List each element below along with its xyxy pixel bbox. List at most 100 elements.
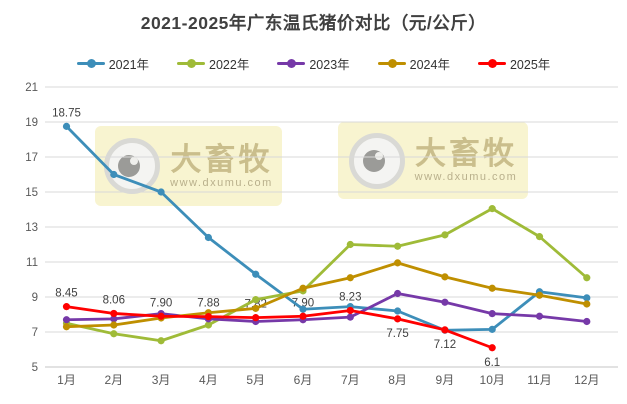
point-2025年-6月 (299, 312, 307, 320)
point-2024年-7月 (346, 274, 354, 282)
x-tick-3月: 3月 (152, 373, 171, 387)
legend-label: 2024年 (409, 57, 450, 72)
legend-label: 2022年 (209, 57, 250, 72)
watermark: 大畜牧 www.dxumu.com (338, 122, 528, 199)
watermark: 大畜牧 www.dxumu.com (95, 126, 282, 206)
x-tick-4月: 4月 (199, 373, 218, 387)
line-2025年 (65, 305, 494, 350)
point-label-2025年-8月: 7.75 (386, 328, 408, 340)
watermark-brand-text: 大畜牧 (170, 141, 273, 177)
point-2024年-11月 (535, 291, 544, 299)
watermark-brand-text: 大畜牧 (414, 136, 517, 171)
point-label-2025年-2月: 8.06 (103, 294, 125, 306)
y-tick-15: 15 (25, 187, 38, 199)
watermark-url-text: www.dxumu.com (414, 171, 518, 183)
y-tick-11: 11 (26, 257, 38, 269)
x-tick-9月: 9月 (436, 373, 455, 387)
point-label-2025年-4月: 7.88 (197, 298, 219, 310)
point-2021年-10月 (488, 325, 496, 333)
point-2025年-3月 (157, 312, 165, 320)
x-tick-8月: 8月 (388, 373, 407, 387)
point-2022年-11月 (535, 233, 544, 241)
legend-label: 2023年 (309, 57, 350, 72)
y-tick-7: 7 (32, 327, 38, 339)
legend-item-2025年: 2025年 (477, 54, 551, 73)
legend-marker-icon (177, 58, 206, 68)
point-2025年-7月 (346, 306, 354, 315)
point-2024年-10月 (488, 284, 496, 292)
y-tick-17: 17 (25, 152, 38, 164)
point-2025年-5月 (252, 314, 260, 322)
point-2023年-9月 (441, 298, 449, 306)
line-2021年 (65, 124, 589, 332)
point-2021年-12月 (583, 294, 591, 302)
x-tick-7月: 7月 (341, 373, 360, 387)
point-2021年-6月 (299, 305, 307, 313)
x-tick-10月: 10月 (480, 373, 505, 387)
legend-label: 2025年 (509, 57, 551, 72)
point-2023年-12月 (583, 317, 591, 326)
point-2024年-2月 (110, 321, 118, 329)
point-2022年-4月 (204, 321, 212, 329)
point-2024年-8月 (394, 259, 402, 267)
legend-label: 2021年 (108, 57, 150, 72)
point-2022年-9月 (441, 231, 449, 239)
point-2021年-8月 (394, 307, 402, 315)
point-2025年-1月 (62, 303, 71, 311)
point-2023年-11月 (535, 312, 544, 320)
point-label-2025年-7月: 8.23 (339, 291, 361, 303)
line-2022年 (65, 207, 589, 343)
legend-item-2023年: 2023年 (277, 54, 350, 73)
point-2024年-5月 (252, 304, 260, 312)
legend-item-2021年: 2021年 (76, 54, 150, 73)
x-tick-1月: 1月 (57, 373, 76, 387)
point-2022年-10月 (488, 205, 496, 213)
y-tick-13: 13 (25, 222, 38, 234)
x-tick-12月: 12月 (574, 373, 599, 387)
point-2022年-7月 (346, 240, 354, 249)
point-2024年-1月 (62, 323, 71, 331)
chart-legend: 2021年 2022年 2023年 2024年 2025年 (0, 54, 627, 72)
point-label-2025年-9月: 7.12 (434, 339, 456, 351)
point-2025年-9月 (441, 326, 449, 334)
point-2021年-4月 (204, 233, 212, 242)
point-2021年-1月 (62, 122, 71, 130)
x-tick-11月: 11月 (527, 373, 551, 387)
point-2023年-1月 (62, 316, 71, 324)
page-title: 2021-2025年广东温氏猪价对比（元/公斤） (140, 13, 487, 33)
watermark-eye-icon (348, 132, 405, 189)
point-label-2021年-1月: 18.75 (52, 107, 81, 119)
point-2021年-2月 (110, 170, 118, 179)
point-2022年-8月 (394, 242, 402, 250)
legend-marker-icon (377, 58, 406, 68)
point-2022年-12月 (583, 274, 591, 282)
legend-marker-icon (477, 58, 506, 68)
point-2024年-9月 (441, 273, 449, 281)
point-2023年-8月 (394, 289, 402, 298)
x-tick-2月: 2月 (104, 373, 123, 387)
point-2022年-3月 (157, 337, 165, 345)
point-2025年-4月 (204, 313, 212, 321)
point-2023年-10月 (488, 310, 496, 318)
point-2023年-7月 (346, 313, 354, 321)
point-2022年-5月 (252, 296, 260, 304)
point-2022年-2月 (110, 330, 118, 338)
x-tick-6月: 6月 (294, 373, 313, 387)
point-2021年-5月 (252, 270, 260, 278)
line-2024年 (65, 261, 589, 329)
point-2024年-6月 (299, 284, 307, 292)
point-label-2025年-1月: 8.45 (55, 288, 77, 300)
legend-item-2022年: 2022年 (177, 54, 249, 73)
legend-marker-icon (277, 58, 306, 68)
point-label-2025年-3月: 7.90 (150, 297, 172, 309)
point-2025年-8月 (394, 315, 402, 323)
legend-item-2024年: 2024年 (377, 54, 450, 73)
y-tick-9: 9 (32, 292, 38, 304)
point-2023年-2月 (110, 315, 118, 323)
legend-marker-icon (76, 58, 105, 68)
point-2025年-2月 (110, 309, 118, 318)
point-label-2025年-10月: 6.1 (484, 357, 500, 369)
y-tick-19: 19 (25, 117, 38, 129)
